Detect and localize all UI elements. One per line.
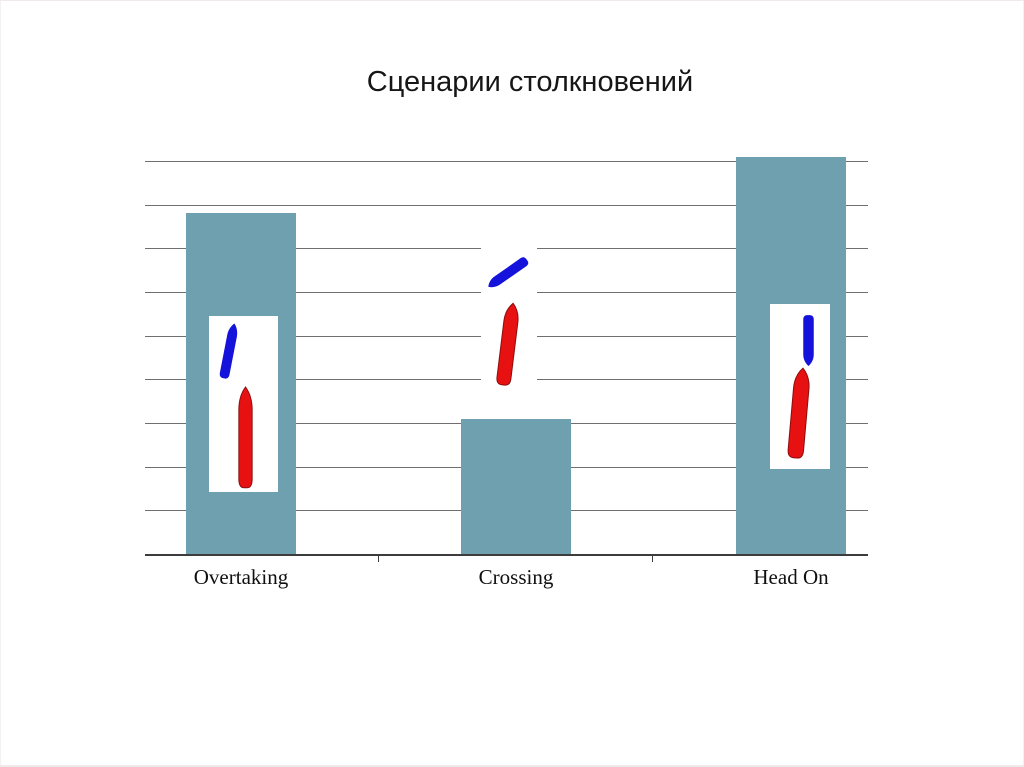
x-axis-label-head-on: Head On	[753, 565, 829, 589]
slide-top-border	[0, 0, 1024, 1]
page-title: Сценарии столкновений	[366, 66, 694, 98]
red-ship-icon	[236, 387, 255, 490]
x-axis-tick	[378, 554, 379, 562]
x-axis-label-overtaking: Overtaking	[193, 565, 289, 589]
x-axis-label-crossing: Crossing	[478, 565, 554, 589]
x-axis-tick	[652, 554, 653, 562]
slide-bottom-border	[0, 765, 1024, 767]
plot-area: Overtaking Crossing Head On	[145, 156, 868, 589]
bar-crossing	[461, 418, 571, 554]
gridline	[145, 204, 868, 206]
blue-ship-icon	[803, 315, 814, 366]
red-ship-icon	[493, 302, 523, 388]
blue-ship-icon	[219, 323, 238, 379]
red-ship-icon	[784, 367, 814, 461]
blue-ship-icon	[488, 257, 529, 288]
gridline	[145, 161, 868, 162]
